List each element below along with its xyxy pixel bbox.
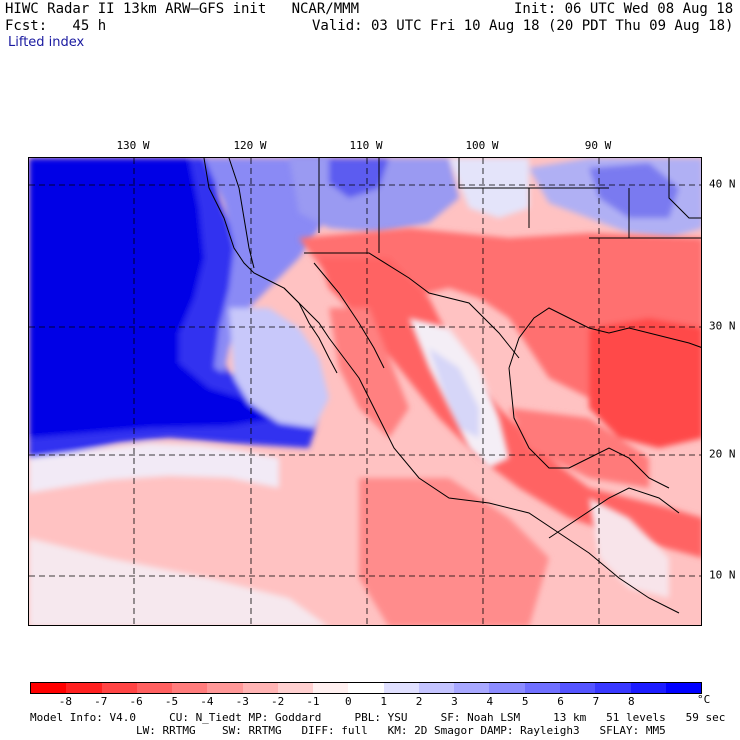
colorbar-swatch-8 [313,683,349,693]
colorbar-label: 3 [451,695,458,708]
colorbar-label: -4 [200,695,214,708]
lon-label-120w: 120 W [233,139,267,152]
colorbar-label: 2 [415,695,423,708]
lat-label-40n: 40 N [709,177,736,191]
colorbar-unit: °C [697,693,711,706]
colorbar-swatch-11 [418,683,455,693]
colorbar-swatch-5 [207,683,243,693]
model-info-line2: LW: RRTMG SW: RRTMG DIFF: full KM: 2D Sm… [30,724,666,737]
lat-label-10n: 10 N [709,568,736,582]
model-info-line1: Model Info: V4.0 CU: N_Tiedt MP: Goddard… [30,711,726,724]
colorbar-label: 0 [345,695,352,708]
colorbar-swatch-16 [595,683,631,693]
field-name: Lifted index [8,35,85,50]
colorbar-label: 5 [521,695,529,708]
plateau-pale-region [409,318,669,598]
lon-label-100w: 100 W [465,139,499,152]
unstable-air-red-region [299,228,701,625]
header-valid: Valid: 03 UTC Fri 10 Aug 18 (20 PDT Thu … [312,18,734,34]
lon-label-90w: 90 W [584,139,612,152]
map-svg [29,158,701,625]
colorbar-label: 1 [380,695,387,708]
colorbar-label: -2 [270,695,285,708]
header-forecast: Fcst: 45 h [5,18,107,34]
colorbar-label: 7 [592,695,600,708]
lon-label-130w: 130 W [116,139,150,152]
colorbar-swatch-13 [489,683,525,693]
colorbar-swatch-2 [101,683,137,693]
colorbar-swatch-1 [66,683,102,693]
colorbar-labels: -8 -7 -6 -5 -4 -3 -2 -1 0 1 2 3 4 5 6 7 8 [30,695,702,709]
colorbar-swatch-10 [383,683,419,693]
lat-label-30n: 30 N [709,319,736,333]
colorbar-label: -1 [306,695,320,708]
colorbar-label: -3 [235,695,249,708]
lifted-index-map [28,157,702,626]
lat-label-20n: 20 N [709,447,736,461]
colorbar-label: 8 [627,695,635,708]
colorbar-label: 4 [486,695,494,708]
colorbar-swatch-3 [136,683,173,693]
header-title: HIWC Radar II 13km ARW—GFS init NCAR/MMM [5,1,360,17]
colorbar-swatch-4 [172,683,208,693]
colorbar-swatch-0 [31,683,67,693]
colorbar-swatch-15 [559,683,596,693]
colorbar-label: -6 [129,695,143,708]
colorbar [30,682,702,694]
coastlines-borders [203,158,701,614]
colorbar-label: -5 [164,695,179,708]
colorbar-swatch-17 [630,683,666,693]
colorbar-swatch-9 [348,683,384,693]
header-init: Init: 06 UTC Wed 08 Aug 18 [514,1,734,17]
colorbar-swatch-12 [454,683,490,693]
colorbar-swatch-18 [665,683,702,693]
colorbar-label: 6 [557,695,564,708]
colorbar-swatch-14 [524,683,560,693]
colorbar-label: -7 [94,695,108,708]
colorbar-swatch-6 [242,683,278,693]
lon-label-110w: 110 W [349,139,383,152]
graticule [29,158,701,625]
colorbar-swatch-7 [277,683,314,693]
colorbar-label: -8 [58,695,72,708]
